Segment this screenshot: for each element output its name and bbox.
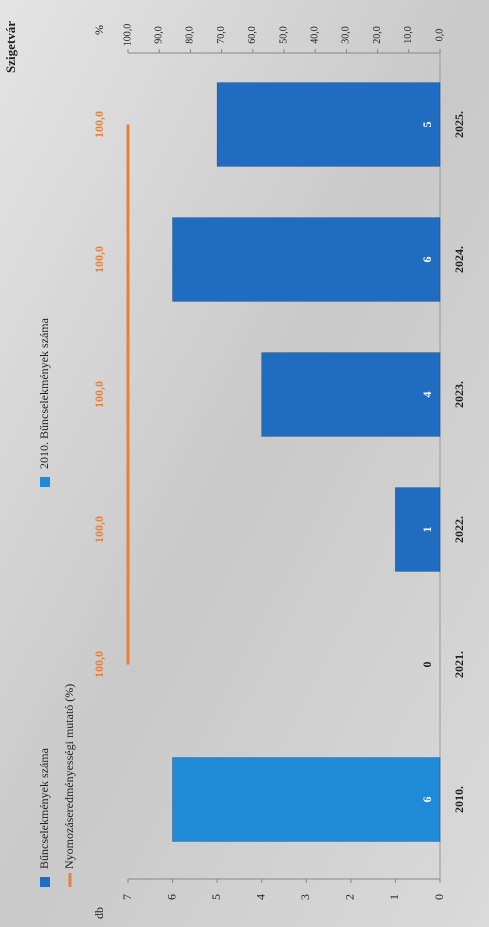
x-tick-label: 2024. [452,246,466,273]
y2-tick-label: 30,0 [341,26,352,44]
x-tick-label: 2022. [452,516,466,543]
x-tick-label: 2010. [452,786,466,813]
y2-tick-label: 0,0 [434,29,445,42]
data-label: 100,0 [92,381,106,408]
bar [261,352,441,437]
data-label: 100,0 [92,246,106,273]
data-label: 100,0 [92,111,106,138]
chart-title: Szigetvár [3,21,18,73]
y-tick-label: 1 [387,894,401,900]
y-tick-label: 4 [253,894,267,900]
x-tick-label: 2021. [452,651,466,678]
y2-tick-label: 90,0 [153,26,164,44]
bar [395,487,441,572]
bar [172,217,441,302]
data-label: 100,0 [92,651,106,678]
y-axis-label: db [92,907,106,919]
legend-swatch [40,477,50,487]
data-label: 5 [420,122,434,128]
y-tick-label: 2 [343,894,357,900]
y2-tick-label: 60,0 [247,26,258,44]
legend-label: 2010. Bűncselekmények száma [37,317,51,469]
y2-tick-label: 20,0 [372,26,383,44]
data-label: 4 [420,392,434,398]
y2-axis-label: % [92,25,106,35]
y2-tick-label: 100,0 [122,24,133,47]
data-label: 0 [420,662,434,668]
y-tick-label: 3 [298,894,312,900]
y2-tick-label: 70,0 [216,26,227,44]
y-tick-label: 7 [120,894,134,900]
data-label: 6 [420,797,434,803]
legend-label: Bűncselekmények száma [37,747,51,869]
bar [216,82,441,167]
data-label: 1 [420,527,434,533]
x-tick-label: 2025. [452,111,466,138]
data-label: 6 [420,257,434,263]
y2-tick-label: 50,0 [278,26,289,44]
y2-tick-label: 40,0 [309,26,320,44]
legend-label: Nyomozáseredményességi mutató (%) [62,684,76,869]
y-tick-label: 6 [164,894,178,900]
y2-tick-label: 80,0 [185,26,196,44]
x-tick-label: 2023. [452,381,466,408]
bar [172,757,441,842]
rotated-chart: Szigetvár db % 012345670,010,020,030,040… [3,21,466,919]
legend-swatch [40,877,50,887]
data-label: 100,0 [92,516,106,543]
y-tick-label: 0 [432,894,446,900]
y2-tick-label: 10,0 [403,26,414,44]
y-tick-label: 5 [209,894,223,900]
